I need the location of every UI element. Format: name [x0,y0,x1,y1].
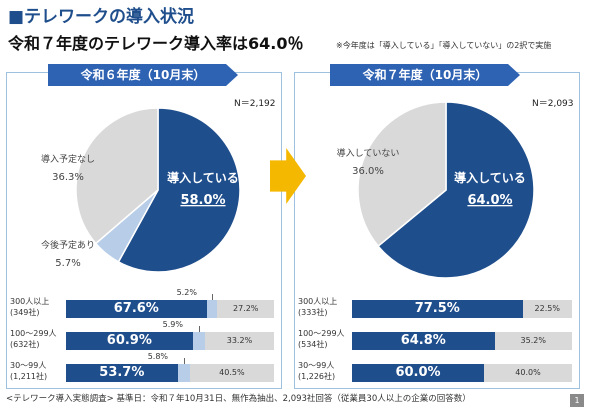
survey-note: ※今年度は「導入している」「導入していない」の2択で実施 [336,41,552,50]
pie-slice-value: 5.7% [55,258,80,269]
bar-row: 30～99人 (1,226社) 60.0% 40.0% [298,360,576,384]
bar-segment: 33.2% [204,332,274,350]
pie-slice-value: 36.3% [52,172,84,183]
bar-segment: 77.5% [352,300,523,318]
bar-category-label: 30～99人 (1,211社) [10,361,48,381]
pie-slice [357,101,447,248]
bar-segment: 60.0% [352,364,484,382]
headline: 令和７年度のテレワーク導入率は64.0％ [8,34,304,53]
year-banner-fy2025: 令和７年度（10月末） [330,64,520,86]
bar-row: 30～99人 (1,211社) 53.7% 5.8% 40.5% [10,352,278,384]
bar-row: 300人以上 (349社) 67.6% 5.2% 27.2% [10,288,278,320]
bar-row: 100～299人 (534社) 64.8% 35.2% [298,328,576,352]
bar-category-label: 100～299人 (534社) [298,329,345,349]
bar-category-label: 300人以上 (333社) [298,297,338,317]
bar-segment [192,332,205,350]
pie-slice-label: 導入している [167,170,239,185]
bar-segment: 40.0% [484,364,572,382]
bar-value-label: 5.9% [162,320,183,329]
footnote: <テレワーク導入実態調査> 基準日：令和７年10月31日、無作為抽出、2,093… [6,394,471,404]
label-connector [212,294,214,300]
sample-size-fy2025: N＝2,093 [532,99,574,109]
bar-segment: 67.6% [66,300,207,318]
bar-segment: 40.5% [189,364,274,382]
pie-slice-label: 導入していない [337,147,400,159]
bar-value-label: 5.8% [147,352,169,361]
pie-slice-label: 導入予定なし [41,153,95,165]
bar-category-label: 300人以上 (349社) [10,297,50,317]
label-connector [198,326,200,332]
bar-segment: 53.7% [66,364,178,382]
pie-slice-label: 導入している [454,170,526,185]
bar-segment: 35.2% [494,332,572,350]
sample-size-fy2024: N＝2,192 [234,99,276,109]
bar-segment [206,300,218,318]
bar-row: 100～299人 (632社) 60.9% 5.9% 33.2% [10,320,278,352]
bar-segment: 64.8% [352,332,495,350]
bar-segment: 60.9% [66,332,193,350]
pie-slice [117,107,241,273]
bar-segment: 22.5% [522,300,572,318]
bar-category-label: 100～299人 (632社) [10,329,57,349]
bar-chart-fy2024: 300人以上 (349社) 67.6% 5.2% 27.2% 100～299人 (632社)… [10,288,278,390]
bar-segment: 27.2% [217,300,274,318]
pie-slice-value: 58.0% [180,193,225,208]
pie-slice-value: 64.0% [467,193,512,208]
page-number: 1 [570,394,584,407]
year-banner-fy2024: 令和６年度（10月末） [48,64,238,86]
bar-category-label: 30～99人 (1,226社) [298,361,336,381]
bar-segment [177,364,190,382]
pie-slice-value: 36.0% [352,166,384,177]
page-title: ■テレワークの導入状況 [8,7,195,27]
pie-chart-fy2024: 導入している 58.0% 今後予定あり 5.7% 導入予定なし 36.3% [41,107,241,273]
pie-slice-label: 今後予定あり [41,239,95,251]
label-connector [183,358,185,364]
bar-chart-fy2025: 300人以上 (333社) 77.5% 22.5% 100～299人 (534社) 64.8… [298,290,576,390]
bar-row: 300人以上 (333社) 77.5% 22.5% [298,296,576,320]
pie-slice [377,101,535,279]
pie-slice [75,107,159,245]
bar-value-label: 5.2% [176,288,197,297]
pie-chart-fy2025: 導入している 64.0% 導入していない 36.0% [337,101,535,279]
